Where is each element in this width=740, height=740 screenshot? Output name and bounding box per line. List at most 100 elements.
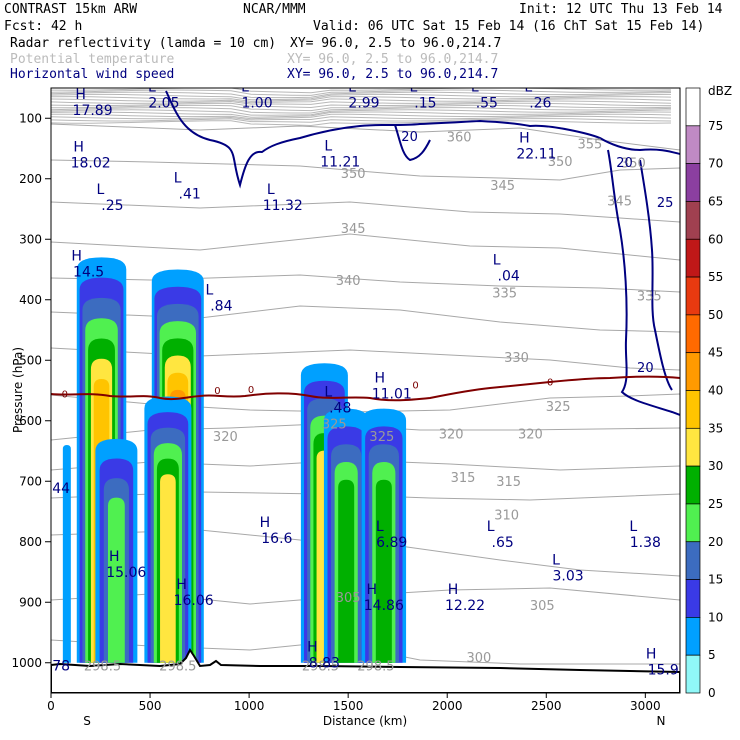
hl-letter: H [75, 87, 86, 103]
colorbar-swatch [685, 163, 701, 202]
wind-contour-20-jet [165, 90, 680, 189]
strato-isentrope [51, 109, 672, 116]
colorbar-level-label: 5 [708, 648, 716, 662]
y-tick-label: 400 [19, 293, 42, 307]
hl-value: 11.21 [320, 154, 360, 170]
strato-isentrope [51, 96, 672, 102]
low-marker: L.26 [524, 88, 551, 112]
strato-isentrope [51, 115, 672, 121]
reflectivity-band [160, 474, 176, 663]
hl-value: .41 [179, 186, 201, 202]
hl-value: .84 [210, 298, 232, 314]
x-axis: 0 500 1000 1500 2000 2500 3000 [47, 693, 661, 713]
theta-label: 315 [496, 475, 521, 490]
colorbar-swatch [685, 352, 701, 391]
strato-isentrope [51, 120, 672, 127]
hl-letter: L [471, 80, 479, 96]
wind-speed-label: 20 [616, 156, 633, 171]
reflectivity-band [338, 479, 355, 663]
theta-label: 340 [336, 274, 361, 289]
hl-letter: L [552, 553, 560, 569]
high-marker: H15.06 [106, 549, 146, 581]
x-tick-label: 0 [47, 699, 55, 713]
high-marker: H18.02 [71, 140, 111, 172]
wind-speed-label: 25 [657, 196, 674, 211]
theta-contour [51, 201, 680, 223]
y-tick-label: 900 [19, 595, 42, 609]
y-tick-label: 1000 [11, 656, 42, 670]
hl-value: 16.06 [174, 593, 214, 609]
hl-value: 17.89 [73, 103, 113, 119]
low-marker: L.25 [97, 182, 124, 214]
strato-isentrope [51, 111, 672, 118]
theta-label: 325 [546, 400, 571, 415]
theta-contour [51, 123, 680, 151]
wind-speed-label: 20 [637, 361, 654, 376]
colorbar-swatch [685, 654, 701, 694]
hl-letter: H [73, 140, 84, 156]
colorbar-level-label: 60 [708, 232, 723, 246]
low-marker: L.48 [324, 385, 351, 417]
colorbar-level-label: 15 [708, 573, 723, 587]
strato-isentrope [51, 91, 672, 99]
hl-value: 11.32 [263, 198, 303, 214]
strato-isentrope [51, 100, 672, 105]
model-name: CONTRAST 15km ARW [4, 2, 137, 17]
hl-letter: L [324, 385, 332, 401]
hl-letter: L [205, 282, 213, 298]
high-marker: H16.06 [174, 577, 214, 609]
theta-label: 360 [447, 131, 472, 146]
reflectivity-cells [62, 257, 407, 663]
colorbar-swatch [685, 541, 701, 580]
hl-letter: H [71, 248, 82, 264]
colorbar-swatch [685, 503, 701, 543]
high-marker: H14.86 [364, 582, 404, 614]
low-marker: L.65 [487, 519, 514, 551]
colorbar-swatch [685, 125, 701, 164]
hl-value: 3.03 [552, 569, 583, 585]
colorbar-level-label: 40 [708, 384, 723, 398]
theta-label: 305 [530, 599, 555, 614]
storm-cell [95, 438, 138, 663]
hl-value: .15 [414, 96, 436, 112]
hl-letter: L [324, 138, 332, 154]
colorbar-level-label: 65 [708, 194, 723, 208]
y-axis-label: Pressure (hPa) [11, 347, 25, 433]
low-marker: L2.05 [148, 88, 179, 112]
wind-contour-20-dip [394, 124, 431, 162]
hl-value: 22.11 [516, 146, 556, 162]
strato-isentrope [51, 113, 672, 120]
hl-letter: L [348, 80, 356, 96]
low-marker: L.15 [410, 88, 437, 112]
y-tick-label: 500 [19, 353, 42, 367]
hl-value: 16.6 [261, 531, 292, 547]
hl-value: 15.06 [106, 565, 146, 581]
hl-letter: L [493, 253, 501, 269]
reflectivity-band [107, 497, 125, 663]
hl-letter: L [376, 519, 384, 535]
colorbar-level-label: 0 [708, 686, 716, 700]
wind-contour-20-right [607, 149, 680, 416]
colorbar-level-label: 35 [708, 421, 723, 435]
x-tick-label: 500 [139, 699, 162, 713]
hl-letter: L [97, 182, 105, 198]
theta-label: 320 [518, 428, 543, 443]
strato-isentrope [51, 104, 672, 112]
theta-label: 325 [322, 417, 347, 432]
colorbar-level-label: 70 [708, 157, 723, 171]
hl-letter: H [374, 371, 385, 387]
theta-label: 345 [607, 195, 632, 210]
hl-letter: L [241, 80, 249, 96]
low-marker: L6.89 [376, 519, 407, 551]
theta-label: 320 [213, 430, 238, 445]
hl-value: .44 [48, 481, 70, 497]
x-axis-label: Distance (km) [323, 714, 407, 728]
theta-label: 310 [494, 509, 519, 524]
zero-isotherm-label: 0 [248, 385, 254, 396]
theta-label: 298.5 [159, 659, 196, 674]
storm-cell [361, 408, 407, 663]
hl-value: .55 [476, 96, 498, 112]
hl-value: 2.99 [348, 96, 379, 112]
theta-label: 298.5 [84, 659, 121, 674]
hl-letter: H [367, 582, 378, 598]
